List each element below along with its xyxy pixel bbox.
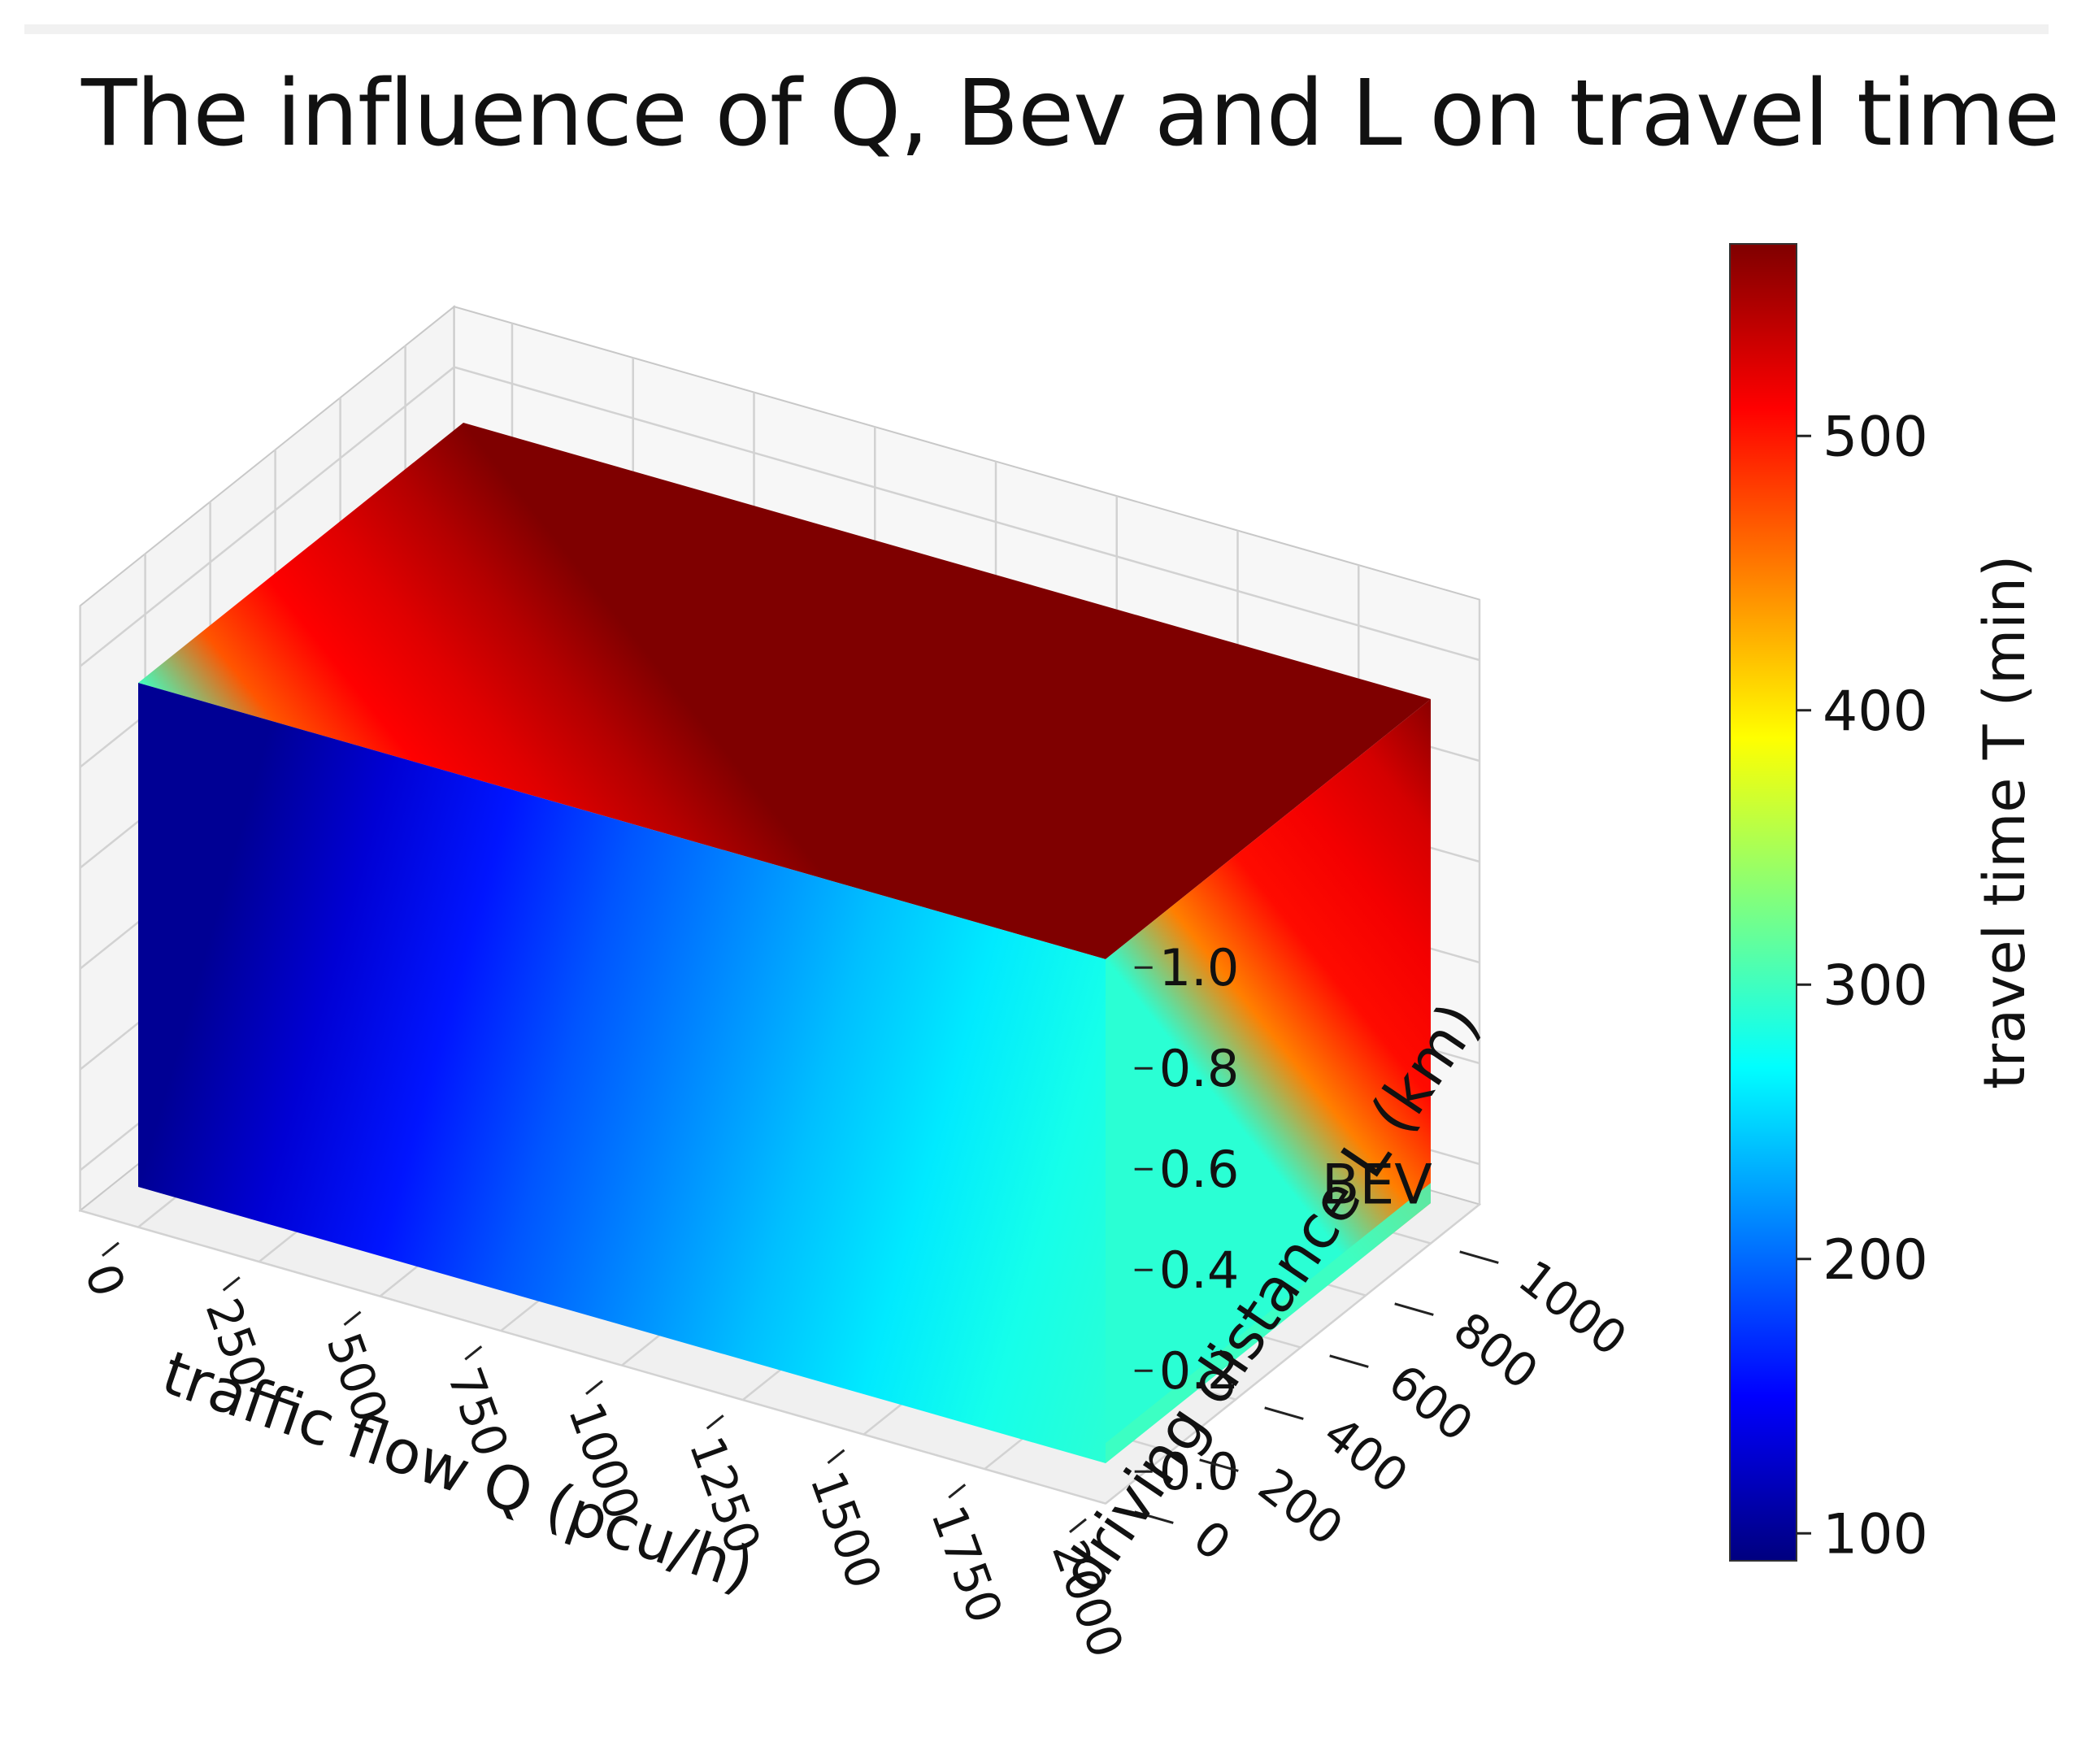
x-tick-mark bbox=[1069, 1518, 1087, 1533]
grid-line bbox=[80, 1209, 1106, 1505]
x-tick-mark bbox=[222, 1276, 241, 1292]
x-tick-label: 1500 bbox=[799, 1464, 892, 1596]
y-tick-mark bbox=[1329, 1354, 1369, 1368]
front-face bbox=[138, 683, 1106, 1463]
colorbar-tick-label: 300 bbox=[1823, 954, 1928, 1018]
colorbar: 100 200 300 400 500 travel time T (min) bbox=[1729, 243, 2038, 1566]
x-tick-mark bbox=[102, 1241, 119, 1257]
right-face-low-strip bbox=[1106, 1183, 1431, 1463]
colorbar-scale bbox=[1729, 243, 1797, 1562]
colorbar-title: travel time T (min) bbox=[1971, 555, 2038, 1089]
x-tick-mark bbox=[464, 1345, 483, 1361]
z-tick-label: 0.8 bbox=[1159, 1039, 1240, 1098]
z-tick-label: 0.4 bbox=[1159, 1240, 1240, 1300]
x-tick-mark bbox=[827, 1449, 845, 1464]
y-tick-label: 200 bbox=[1249, 1458, 1354, 1557]
right-face bbox=[1106, 699, 1431, 1463]
colorbar-tick-label: 400 bbox=[1823, 680, 1928, 744]
x-tick-mark bbox=[948, 1484, 967, 1499]
y-tick-label: 0 bbox=[1184, 1510, 1241, 1571]
top-divider bbox=[24, 24, 2049, 34]
top-face bbox=[138, 423, 1431, 959]
y-tick-label: 600 bbox=[1379, 1353, 1484, 1453]
x-tick-mark bbox=[343, 1310, 362, 1326]
y-tick-label: 400 bbox=[1314, 1406, 1419, 1505]
z-axis-title: BEV bbox=[1322, 1154, 1432, 1218]
colorbar-tick-label: 200 bbox=[1823, 1228, 1928, 1293]
x-tick-mark bbox=[706, 1414, 724, 1430]
x-tick-mark bbox=[585, 1379, 603, 1395]
x-tick-label: 1750 bbox=[920, 1498, 1013, 1630]
chart-title: The influence of Q, Bev and L on travel … bbox=[81, 61, 2077, 167]
grid-line bbox=[79, 366, 455, 667]
grid-line bbox=[454, 366, 1480, 662]
z-tick-label: 0.6 bbox=[1159, 1140, 1240, 1199]
grid-line bbox=[1105, 1203, 1480, 1505]
y-tick-mark bbox=[1199, 1458, 1239, 1472]
y-tick-mark bbox=[1394, 1302, 1434, 1316]
x-tick-label: 0 bbox=[74, 1257, 137, 1304]
y-tick-mark bbox=[1134, 1510, 1174, 1524]
y-tick-mark bbox=[1459, 1250, 1499, 1264]
data-volume bbox=[138, 423, 1431, 1463]
y-tick-mark bbox=[1264, 1406, 1304, 1420]
colorbar-tick-label: 500 bbox=[1823, 405, 1928, 469]
z-tick-label: 0.0 bbox=[1159, 1442, 1240, 1501]
y-tick-label: 800 bbox=[1444, 1301, 1549, 1401]
colorbar-tick-label: 100 bbox=[1823, 1502, 1928, 1566]
z-tick-label: 1.0 bbox=[1159, 938, 1240, 997]
z-tick-label: 0.2 bbox=[1159, 1341, 1240, 1401]
